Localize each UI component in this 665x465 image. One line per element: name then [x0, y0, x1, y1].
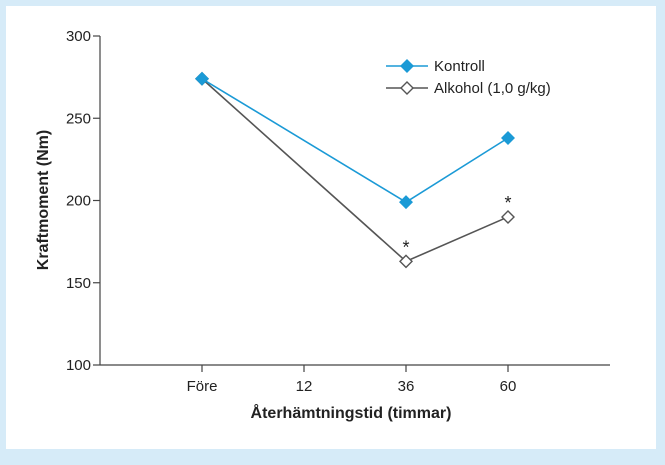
x-tick-label: 12: [296, 378, 313, 395]
data-point-kontroll: [195, 71, 209, 86]
x-tick-label: 36: [398, 378, 415, 395]
data-point-alkohol: [399, 254, 413, 269]
y-axis-label: Kraftmoment (Nm): [35, 130, 52, 270]
x-tick-label: Före: [187, 378, 218, 395]
legend-marker: [400, 59, 414, 73]
data-point-alkohol: [501, 209, 515, 224]
x-axis-label: Återhämtningstid (timmar): [251, 403, 452, 422]
data-point-kontroll: [501, 131, 515, 145]
y-tick-label: 200: [66, 193, 91, 210]
plot-background: [6, 6, 656, 449]
legend-label: Alkohol (1,0 g/kg): [434, 80, 551, 97]
axes: 100 150 200 250 300 Före 12 36 60: [66, 28, 610, 395]
significance-marker: *: [402, 237, 409, 257]
y-tick-label: 100: [66, 357, 91, 374]
legend-marker: [400, 81, 414, 95]
legend-label: Kontroll: [434, 58, 485, 75]
y-tick-label: 250: [66, 110, 91, 127]
legend: Kontroll Alkohol (1,0 g/kg): [386, 58, 551, 97]
series-layer: **: [195, 71, 515, 269]
x-tick-label: 60: [500, 378, 517, 395]
y-tick-label: 150: [66, 275, 91, 292]
y-tick-label: 300: [66, 28, 91, 45]
significance-marker: *: [504, 193, 511, 213]
data-point-kontroll: [399, 195, 413, 210]
